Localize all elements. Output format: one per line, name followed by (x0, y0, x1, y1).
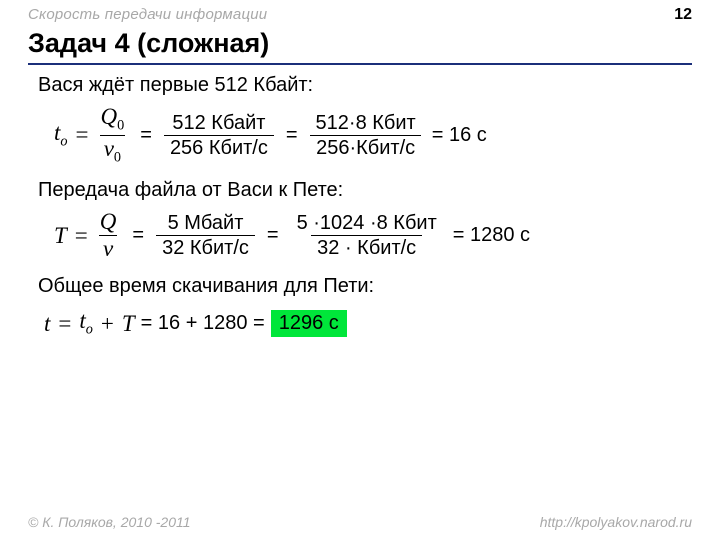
page-title: Задач 4 (сложная) (28, 28, 269, 59)
formula-3-sum: = 16 + 1280 = (141, 312, 265, 335)
formula-2-frac-b: 5 ·1024 ·8 Кбит 32 · Кбит/с (291, 212, 443, 259)
equals-sign: = (284, 124, 300, 147)
formula-1-frac-b: 512·8 Кбит 256·Кбит/с (310, 112, 422, 159)
formula-1-frac-a: 512 Кбайт 256 Кбит/с (164, 112, 274, 159)
paragraph-3: Общее время скачивания для Пети: (38, 275, 692, 298)
page-number: 12 (674, 6, 692, 24)
equals-sign: = (130, 224, 146, 247)
footer: © К. Поляков, 2010 -2011 http://kpolyako… (28, 514, 692, 530)
equation-3: t = tо + T = 16 + 1280 = 1296 с (38, 308, 692, 339)
paragraph-2: Передача файла от Васи к Пете: (38, 179, 692, 202)
slide: Скорость передачи информации 12 Задач 4 … (0, 0, 720, 540)
paragraph-1: Вася ждёт первые 512 Кбайт: (38, 74, 692, 97)
source-url: http://kpolyakov.narod.ru (540, 514, 692, 530)
formula-2-symbolic: T = Q ν (54, 210, 120, 261)
content: Вася ждёт первые 512 Кбайт: tо = Q0 ν0 =… (38, 74, 692, 339)
formula-1-symbolic: tо = Q0 ν0 (54, 105, 128, 165)
copyright: © К. Поляков, 2010 -2011 (28, 514, 191, 530)
title-rule (28, 63, 692, 65)
answer-highlight: 1296 с (271, 310, 347, 337)
formula-1-result: = 16 с (432, 124, 487, 147)
formula-2-frac-a: 5 Мбайт 32 Кбит/с (156, 212, 255, 259)
section-subtitle: Скорость передачи информации (28, 6, 267, 23)
equals-sign: = (265, 224, 281, 247)
equation-2: T = Q ν = 5 Мбайт 32 Кбит/с = 5 ·1024 ·8… (38, 210, 692, 261)
equals-sign: = (138, 124, 154, 147)
equation-1: tо = Q0 ν0 = 512 Кбайт 256 Кбит/с = 512·… (38, 105, 692, 165)
header: Скорость передачи информации 12 (28, 6, 692, 24)
formula-2-result: = 1280 с (453, 224, 530, 247)
formula-3-symbolic: t = tо + T (44, 308, 135, 339)
